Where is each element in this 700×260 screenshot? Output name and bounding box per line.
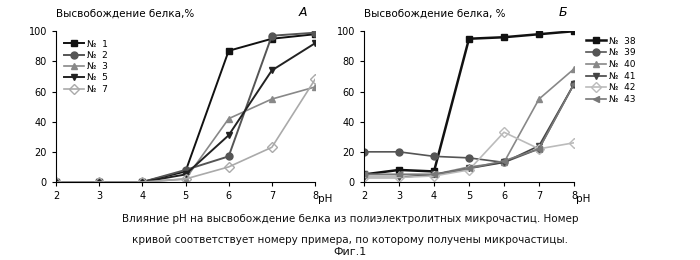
№  1 [225, 49, 233, 52]
№  3 [311, 86, 319, 89]
Line: №  38: № 38 [360, 28, 578, 178]
№  1 [267, 37, 276, 40]
Text: рН: рН [318, 194, 332, 204]
Text: Влияние pH на высвобождение белка из полиэлектролитных микрочастиц. Номер: Влияние pH на высвобождение белка из пол… [122, 214, 578, 224]
№  5 [225, 134, 233, 137]
№  42 [430, 174, 438, 178]
№  42 [535, 147, 543, 150]
Line: №  39: № 39 [360, 81, 578, 166]
№  39 [395, 150, 403, 153]
№  43 [360, 173, 368, 176]
Line: №  7: № 7 [52, 76, 318, 185]
Text: Фиг.1: Фиг.1 [333, 248, 367, 257]
№  41 [570, 82, 578, 86]
№  40 [535, 98, 543, 101]
№  40 [570, 67, 578, 70]
№  7 [267, 146, 276, 149]
№  2 [267, 34, 276, 37]
Line: №  2: № 2 [52, 29, 318, 185]
Legend: №  38, №  39, №  40, №  41, №  42, №  43: № 38, № 39, № 40, № 41, № 42, № 43 [584, 36, 637, 105]
№  41 [535, 144, 543, 147]
№  2 [311, 31, 319, 34]
Text: Высвобождение белка,%: Высвобождение белка,% [56, 9, 195, 19]
№  42 [465, 168, 473, 172]
№  42 [500, 131, 508, 134]
№  7 [181, 177, 190, 180]
№  39 [465, 156, 473, 159]
№  43 [465, 167, 473, 170]
№  43 [395, 173, 403, 176]
№  39 [360, 150, 368, 153]
Line: №  42: № 42 [360, 129, 578, 181]
№  3 [225, 117, 233, 120]
№  5 [138, 180, 146, 184]
№  3 [95, 180, 104, 184]
№  5 [181, 173, 190, 176]
Line: №  43: № 43 [360, 81, 578, 178]
Line: №  41: № 41 [360, 81, 578, 181]
№  5 [311, 42, 319, 45]
Text: А: А [299, 6, 307, 19]
№  43 [570, 82, 578, 86]
№  43 [500, 159, 508, 162]
№  39 [535, 147, 543, 150]
№  3 [138, 180, 146, 184]
№  39 [430, 155, 438, 158]
Legend: №  1, №  2, №  3, №  5, №  7: № 1, № 2, № 3, № 5, № 7 [63, 39, 109, 95]
№  38 [570, 30, 578, 33]
№  38 [500, 36, 508, 39]
Text: рН: рН [576, 194, 591, 204]
№  41 [500, 161, 508, 164]
№  3 [181, 177, 190, 180]
№  38 [395, 168, 403, 172]
№  2 [225, 155, 233, 158]
№  1 [138, 180, 146, 184]
№  2 [52, 180, 60, 184]
№  40 [430, 173, 438, 176]
Line: №  5: № 5 [52, 40, 318, 185]
№  39 [500, 161, 508, 164]
№  38 [535, 33, 543, 36]
№  7 [95, 180, 104, 184]
№  40 [395, 173, 403, 176]
Line: №  40: № 40 [360, 66, 578, 178]
№  1 [181, 170, 190, 173]
№  39 [570, 82, 578, 86]
№  7 [52, 180, 60, 184]
№  7 [225, 165, 233, 168]
№  7 [138, 180, 146, 184]
№  3 [52, 180, 60, 184]
№  38 [430, 170, 438, 173]
№  43 [430, 173, 438, 176]
№  7 [311, 78, 319, 81]
№  42 [395, 176, 403, 179]
№  42 [360, 176, 368, 179]
№  5 [267, 69, 276, 72]
№  41 [395, 176, 403, 179]
Line: №  3: № 3 [52, 83, 318, 185]
№  41 [465, 167, 473, 170]
Text: Б: Б [559, 6, 568, 19]
Line: №  1: № 1 [52, 31, 318, 185]
№  2 [181, 168, 190, 172]
Text: Высвобождение белка, %: Высвобождение белка, % [364, 9, 505, 19]
№  40 [465, 165, 473, 168]
№  5 [52, 180, 60, 184]
№  40 [500, 161, 508, 164]
№  38 [360, 173, 368, 176]
№  41 [360, 176, 368, 179]
№  38 [465, 37, 473, 40]
№  2 [138, 180, 146, 184]
№  2 [95, 180, 104, 184]
№  1 [311, 33, 319, 36]
№  5 [95, 180, 104, 184]
№  3 [267, 98, 276, 101]
№  1 [95, 180, 104, 184]
№  41 [430, 173, 438, 176]
№  43 [535, 147, 543, 150]
Text: кривой соответствует номеру примера, по которому получены микрочастицы.: кривой соответствует номеру примера, по … [132, 235, 568, 245]
№  42 [570, 141, 578, 144]
№  1 [52, 180, 60, 184]
№  40 [360, 173, 368, 176]
